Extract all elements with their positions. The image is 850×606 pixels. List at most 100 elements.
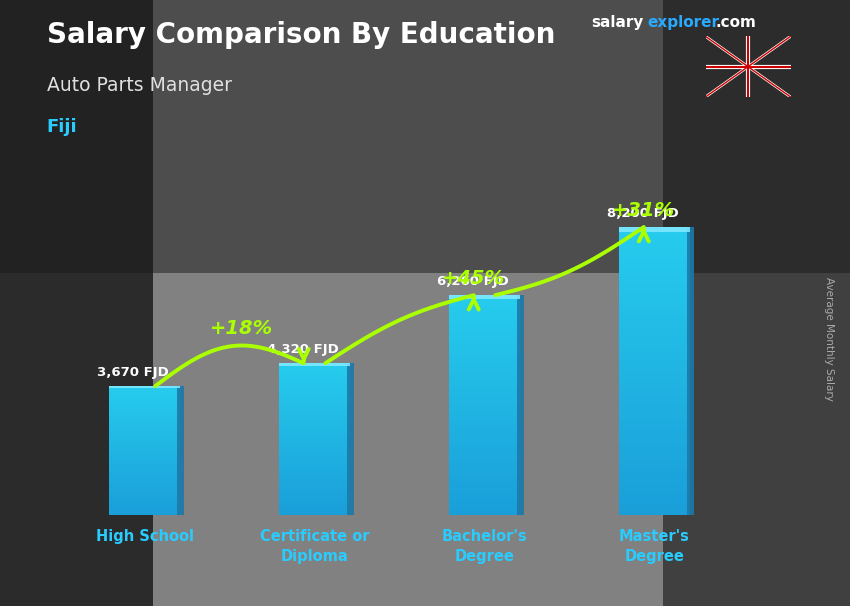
Bar — [109, 470, 180, 471]
Bar — [279, 381, 350, 382]
Bar — [109, 449, 180, 451]
Bar — [109, 436, 180, 438]
Bar — [109, 430, 180, 431]
Bar — [619, 450, 690, 454]
Text: +18%: +18% — [210, 319, 273, 338]
Bar — [109, 493, 180, 494]
Bar — [109, 491, 180, 493]
Bar — [449, 452, 520, 454]
Bar — [449, 367, 520, 370]
Bar — [449, 449, 520, 452]
Bar — [109, 433, 180, 435]
Bar — [449, 435, 520, 438]
Bar — [279, 488, 350, 490]
Bar — [109, 395, 180, 396]
Bar — [449, 375, 520, 378]
Bar — [619, 296, 690, 299]
Bar — [449, 402, 520, 405]
Bar — [109, 446, 180, 447]
Bar — [279, 375, 350, 376]
Bar — [279, 447, 350, 448]
Bar — [449, 460, 520, 463]
Bar — [109, 396, 180, 398]
Bar — [279, 510, 350, 511]
Bar — [449, 383, 520, 386]
Bar — [279, 433, 350, 436]
Bar — [449, 394, 520, 397]
Bar — [619, 317, 690, 321]
Bar — [619, 407, 690, 411]
Bar — [449, 370, 520, 372]
Bar — [619, 497, 690, 501]
Bar — [619, 227, 690, 231]
Bar — [619, 432, 690, 436]
Bar — [449, 361, 520, 364]
Bar — [109, 423, 180, 425]
Bar — [279, 496, 350, 498]
Bar — [619, 339, 690, 342]
Bar — [279, 500, 350, 502]
Bar — [619, 443, 690, 447]
Bar — [279, 416, 350, 418]
Bar — [109, 418, 180, 420]
Bar — [279, 371, 350, 373]
Bar — [109, 427, 180, 428]
Bar — [279, 483, 350, 485]
Text: 8,200 FJD: 8,200 FJD — [607, 207, 678, 220]
Bar — [619, 490, 690, 493]
Bar — [279, 502, 350, 504]
Bar — [449, 488, 520, 490]
Bar — [449, 301, 520, 304]
Bar — [449, 322, 520, 325]
Bar — [109, 410, 180, 412]
Bar — [619, 302, 690, 306]
Bar — [449, 372, 520, 375]
Bar — [619, 231, 690, 234]
Bar — [619, 511, 690, 515]
Bar — [109, 402, 180, 404]
Text: Auto Parts Manager: Auto Parts Manager — [47, 76, 232, 95]
Bar — [619, 346, 690, 350]
Bar — [449, 474, 520, 476]
Bar — [449, 328, 520, 331]
Bar — [619, 328, 690, 331]
Bar — [619, 396, 690, 400]
Bar — [619, 418, 690, 421]
Bar — [619, 385, 690, 389]
Bar — [0, 0, 153, 606]
Bar — [279, 505, 350, 507]
Bar — [109, 496, 180, 498]
Bar — [279, 439, 350, 441]
Bar — [619, 501, 690, 504]
Bar — [449, 386, 520, 388]
Bar — [449, 397, 520, 399]
Bar — [279, 492, 350, 494]
Bar — [109, 456, 180, 457]
Bar — [619, 259, 690, 263]
Bar — [619, 245, 690, 248]
Bar — [619, 306, 690, 310]
Bar — [449, 416, 520, 419]
Bar — [109, 441, 180, 442]
Bar — [619, 331, 690, 335]
Bar — [109, 388, 180, 390]
Bar — [279, 443, 350, 445]
Bar — [449, 381, 520, 383]
Bar — [109, 428, 180, 430]
Bar — [449, 512, 520, 515]
Bar — [279, 487, 350, 488]
Bar — [449, 479, 520, 482]
Bar — [279, 462, 350, 464]
Bar — [449, 493, 520, 496]
Bar — [449, 496, 520, 499]
Bar — [279, 418, 350, 420]
Bar — [619, 313, 690, 317]
Bar — [449, 388, 520, 391]
Bar — [109, 386, 180, 388]
Bar — [449, 295, 520, 298]
Bar — [619, 461, 690, 465]
Bar — [279, 498, 350, 500]
Bar — [449, 358, 520, 361]
Bar — [449, 353, 520, 356]
Bar — [279, 413, 350, 415]
